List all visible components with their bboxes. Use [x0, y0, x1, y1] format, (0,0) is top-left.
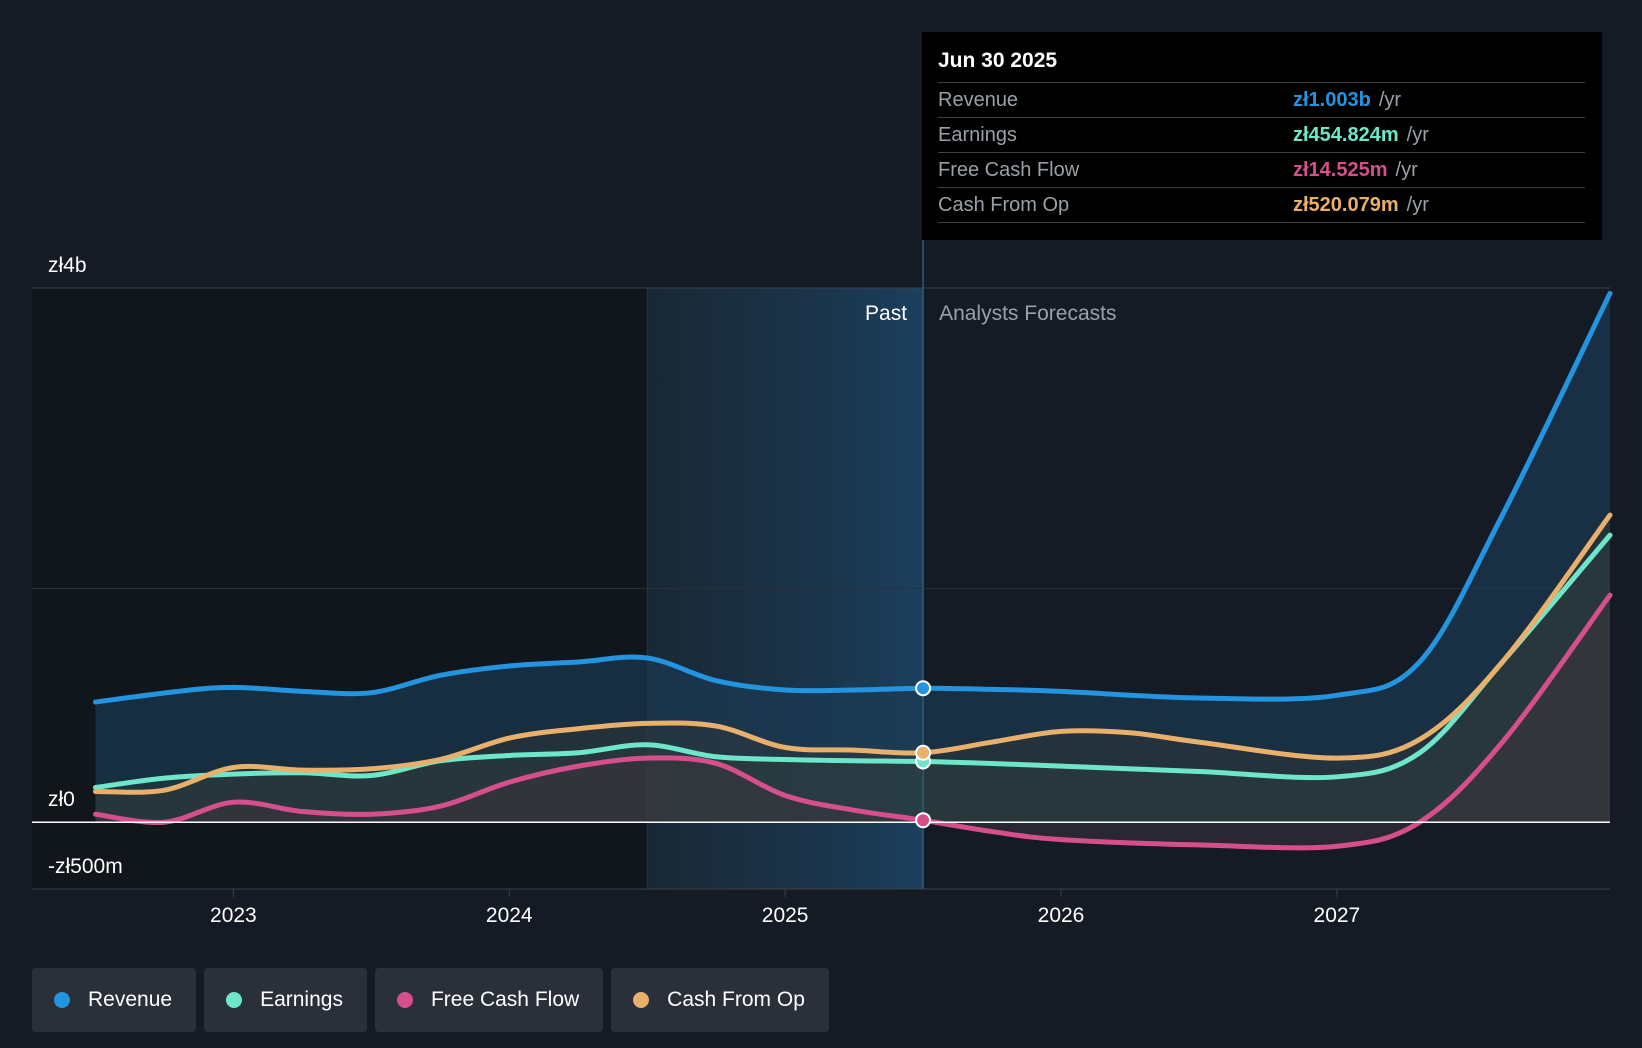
tooltip-unit: /yr: [1395, 159, 1418, 181]
series-line-earnings: [92, 532, 1613, 790]
tooltip-label: Free Cash Flow: [938, 159, 1080, 181]
legend-dot-icon: [396, 992, 413, 1008]
tooltip-unit: /yr: [1406, 194, 1429, 216]
tooltip-value: zł14.525m: [1293, 159, 1388, 181]
legend-item-cash-from-op[interactable]: Cash From Op: [611, 968, 829, 1032]
legend-label: Earnings: [260, 988, 343, 1011]
legend-item-earnings[interactable]: Earnings: [204, 968, 367, 1032]
tooltip-unit: /yr: [1378, 89, 1402, 111]
x-tick-label: 2024: [486, 904, 533, 927]
y-label-zero: zł0: [48, 788, 75, 811]
tooltip-row-free-cash-flow: Free Cash Flow zł14.525m /yr: [938, 152, 1585, 187]
tooltip-row-revenue: Revenue zł1.003b /yr: [938, 82, 1585, 117]
legend-label: Revenue: [88, 988, 173, 1011]
legend-label: Free Cash Flow: [430, 988, 580, 1011]
series-line-revenue: [92, 290, 1613, 705]
y-label-top: zł4b: [48, 254, 87, 277]
legend-dot-icon: [226, 992, 243, 1008]
tooltip-date: Jun 30 2025: [938, 49, 1058, 72]
forecast-label: Analysts Forecasts: [939, 302, 1116, 325]
legend-dot-icon: [633, 992, 650, 1008]
x-tick-label: 2027: [1314, 904, 1361, 927]
past-label: Past: [865, 302, 907, 325]
tooltip-value: zł520.079m: [1293, 194, 1399, 216]
tooltip-label: Earnings: [938, 124, 1017, 146]
legend-item-free-cash-flow[interactable]: Free Cash Flow: [374, 968, 604, 1032]
legend: Revenue Earnings Free Cash Flow Cash Fro…: [32, 968, 829, 1032]
x-tick-label: 2023: [210, 904, 257, 927]
tooltip: Jun 30 2025 Revenue zł1.003b /yr Earning…: [922, 32, 1602, 240]
marker-free-cash-flow: [915, 812, 932, 829]
marker-cash-from-op: [915, 744, 932, 761]
legend-label: Cash From Op: [667, 988, 805, 1011]
tooltip-label: Cash From Op: [938, 194, 1070, 216]
tooltip-value: zł454.824m: [1293, 124, 1399, 146]
tooltip-row-earnings: Earnings zł454.824m /yr: [938, 117, 1585, 152]
legend-item-revenue[interactable]: Revenue: [32, 968, 197, 1032]
series-line-cash-from-op: [92, 512, 1613, 795]
series-line-free-cash-flow: [92, 592, 1613, 851]
legend-dot-icon: [54, 992, 70, 1008]
series-area-revenue: [95, 293, 1610, 823]
y-label-bottom: -zł500m: [48, 855, 123, 878]
tooltip-label: Revenue: [938, 89, 1019, 111]
x-tick-label: 2026: [1038, 904, 1085, 927]
tooltip-unit: /yr: [1406, 124, 1429, 146]
x-tick-label: 2025: [762, 904, 809, 927]
tooltip-row-cash-from-op: Cash From Op zł520.079m /yr: [938, 187, 1585, 223]
tooltip-value: zł1.003b: [1293, 89, 1371, 111]
marker-revenue: [915, 680, 932, 697]
